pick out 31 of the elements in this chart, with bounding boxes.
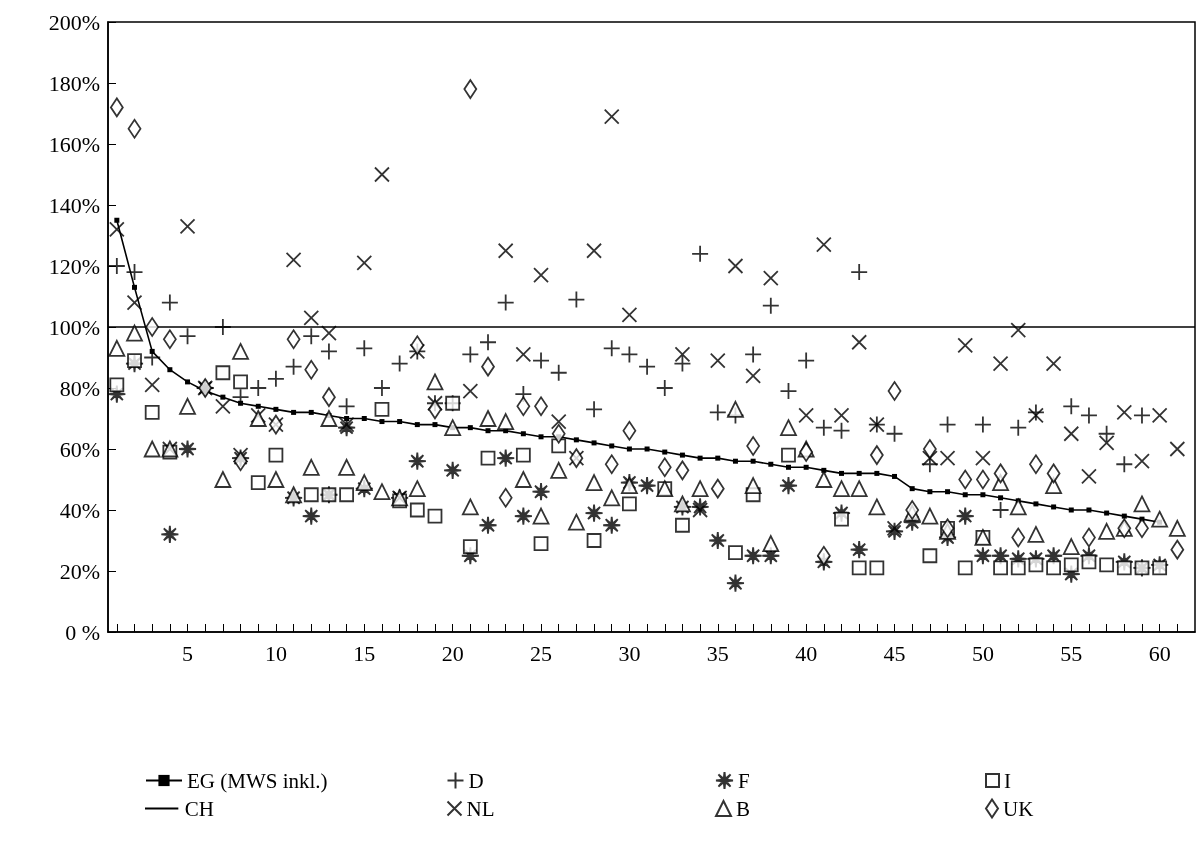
x-tick-label: 25 (530, 640, 553, 666)
legend-label: NL (466, 796, 495, 821)
legend-label: I (1004, 768, 1011, 793)
x-tick-label: 60 (1148, 640, 1171, 666)
x-tick-label: 15 (353, 640, 376, 666)
y-tick-label: 200% (48, 9, 100, 35)
y-tick-label: 160% (48, 131, 100, 157)
legend-label: CH (184, 796, 214, 821)
y-tick-label: 80% (59, 375, 100, 401)
y-tick-label: 20% (59, 558, 100, 584)
x-tick-label: 30 (618, 640, 641, 666)
y-tick-label: 0 % (65, 619, 100, 645)
x-tick-label: 5 (182, 640, 194, 666)
x-tick-label: 20 (441, 640, 464, 666)
y-tick-label: 120% (48, 253, 100, 279)
legend-label: EG (MWS inkl.) (187, 768, 328, 793)
legend-label: F (738, 768, 750, 793)
legend-label: B (736, 796, 751, 821)
x-tick-label: 40 (795, 640, 818, 666)
x-tick-label: 10 (264, 640, 287, 666)
legend-label: UK (1003, 796, 1034, 821)
x-tick-label: 45 (883, 640, 906, 666)
y-tick-label: 60% (59, 436, 100, 462)
legend-label: D (468, 768, 484, 793)
x-tick-label: 55 (1060, 640, 1083, 666)
x-tick-label: 50 (971, 640, 994, 666)
y-tick-label: 100% (48, 314, 100, 340)
y-tick-label: 40% (59, 497, 100, 523)
y-tick-label: 180% (48, 70, 100, 96)
y-tick-label: 140% (48, 192, 100, 218)
x-tick-label: 35 (706, 640, 729, 666)
